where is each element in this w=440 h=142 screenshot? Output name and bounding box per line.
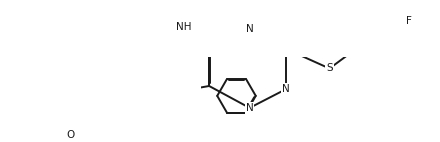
Text: N: N <box>246 103 253 113</box>
Text: F: F <box>407 16 412 26</box>
Text: S: S <box>326 63 333 74</box>
Text: O: O <box>66 130 74 140</box>
Text: N: N <box>246 24 253 34</box>
Text: N: N <box>282 84 290 94</box>
Text: NH: NH <box>176 22 192 32</box>
